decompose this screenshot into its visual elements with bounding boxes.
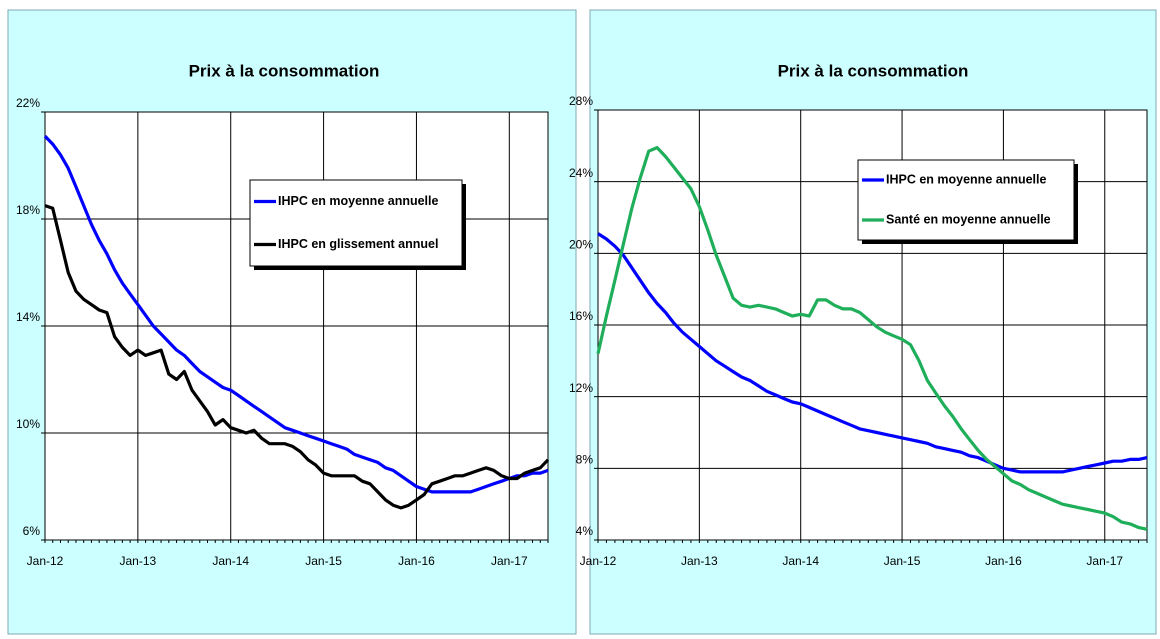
x-tick-label: Jan-13 <box>120 554 157 568</box>
legend-label: Santé en moyenne annuelle <box>886 212 1051 226</box>
legend <box>857 159 1075 241</box>
plot-border <box>597 109 1148 541</box>
y-tick-label: 6% <box>23 524 41 538</box>
legend-label: IHPC en moyenne annuelle <box>886 172 1047 186</box>
x-tick-label: Jan-12 <box>27 554 64 568</box>
y-tick-label: 12% <box>569 381 593 395</box>
chart-title: Prix à la consommation <box>778 61 969 80</box>
x-tick-label: Jan-16 <box>985 554 1022 568</box>
x-tick-label: Jan-15 <box>884 554 921 568</box>
x-tick-label: Jan-12 <box>580 554 617 568</box>
y-tick-label: 20% <box>569 238 593 252</box>
x-tick-label: Jan-14 <box>212 554 249 568</box>
y-tick-label: 14% <box>16 310 40 324</box>
y-tick-label: 10% <box>16 417 40 431</box>
y-tick-label: 28% <box>569 94 593 108</box>
plot-border <box>44 111 549 541</box>
y-tick-label: 8% <box>576 453 594 467</box>
series-line <box>43 134 549 494</box>
series-line <box>44 204 550 510</box>
x-tick-label: Jan-15 <box>305 554 342 568</box>
y-tick-label: 24% <box>569 166 593 180</box>
y-tick-label: 18% <box>16 203 40 217</box>
x-tick-label: Jan-13 <box>681 554 718 568</box>
legend-label: IHPC en moyenne annuelle <box>278 194 439 208</box>
y-tick-label: 4% <box>576 524 594 538</box>
x-tick-label: Jan-17 <box>491 554 528 568</box>
chart-title: Prix à la consommation <box>189 61 380 80</box>
legend <box>249 179 463 267</box>
y-tick-label: 16% <box>569 309 593 323</box>
legend-label: IHPC en glissement annuel <box>278 237 438 251</box>
y-tick-label: 22% <box>16 96 40 110</box>
series-line <box>596 146 1148 531</box>
series-line <box>597 232 1148 474</box>
x-tick-label: Jan-17 <box>1086 554 1123 568</box>
x-tick-label: Jan-14 <box>782 554 819 568</box>
x-tick-label: Jan-16 <box>398 554 435 568</box>
